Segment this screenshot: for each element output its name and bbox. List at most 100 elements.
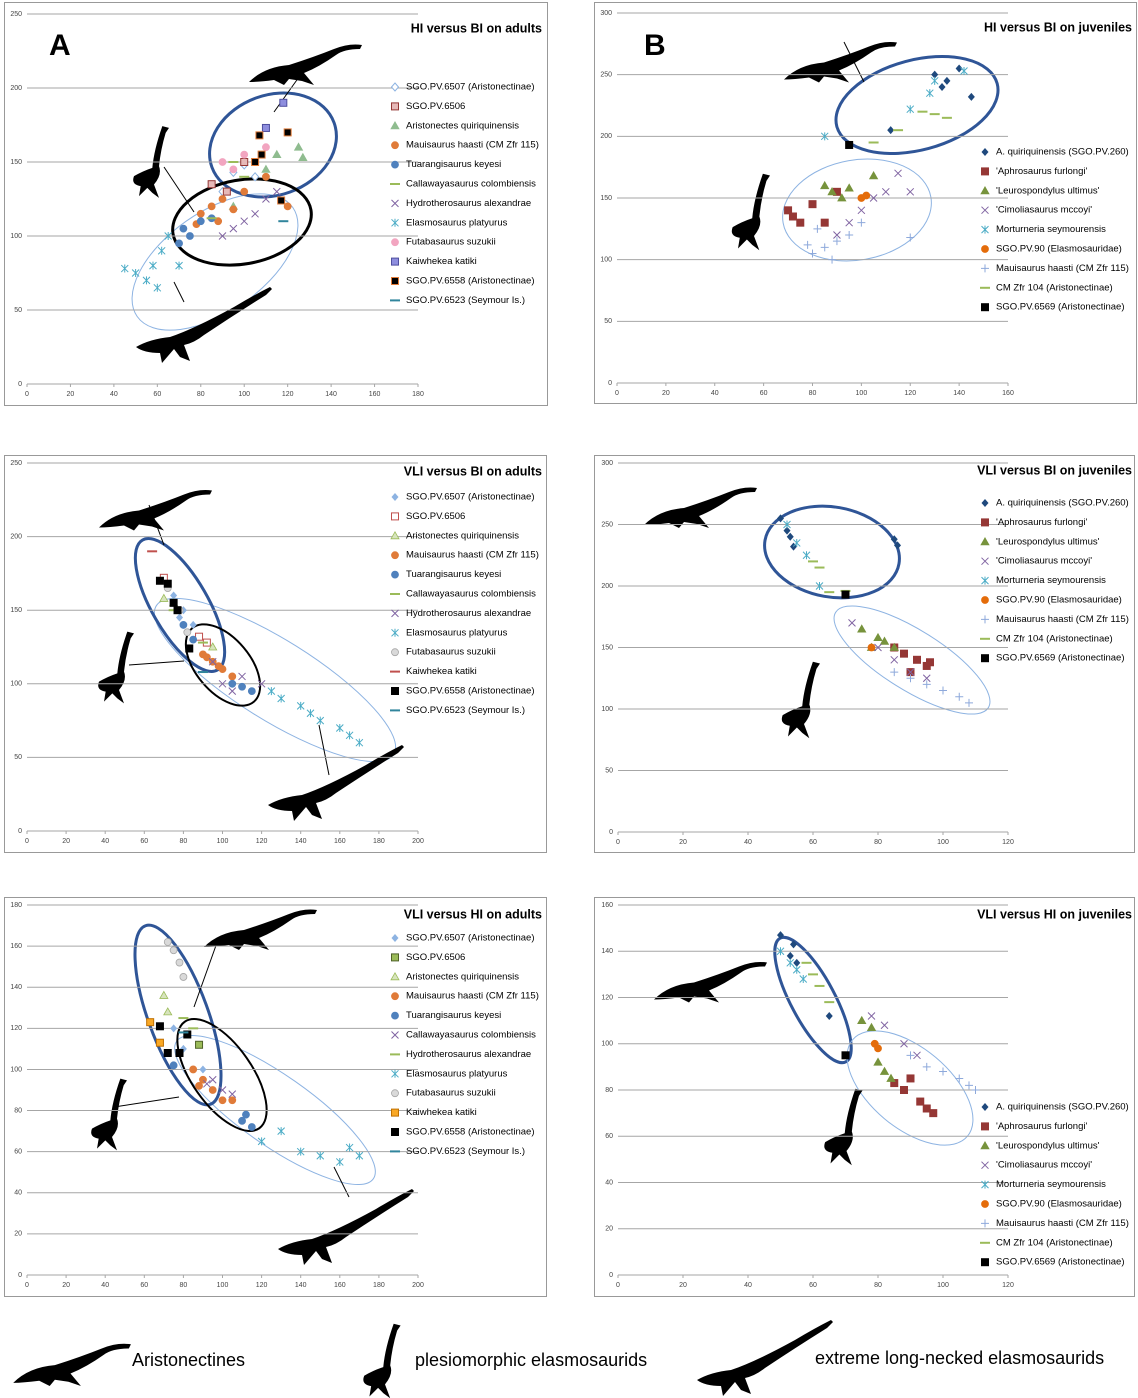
point bbox=[906, 674, 915, 683]
point bbox=[820, 243, 829, 252]
y-tick-label: 100 bbox=[10, 1066, 22, 1073]
point bbox=[869, 194, 878, 202]
y-tick-label: 50 bbox=[14, 307, 22, 314]
x-tick-label: 40 bbox=[744, 1282, 752, 1289]
x-tick-label: 120 bbox=[256, 838, 268, 845]
legend-label: Kaiwhekea katiki bbox=[406, 1107, 477, 1118]
point bbox=[906, 1074, 915, 1083]
legend-marker bbox=[391, 551, 399, 560]
legend-label: Hydrotherosaurus alexandrae bbox=[406, 608, 531, 619]
y-tick-label: 60 bbox=[605, 1133, 613, 1140]
chart-title: HI versus BI on adults bbox=[411, 21, 542, 35]
point bbox=[862, 191, 871, 200]
silhouette bbox=[824, 1088, 863, 1166]
x-tick-label: 180 bbox=[373, 838, 385, 845]
y-tick-label: 200 bbox=[10, 533, 22, 540]
point bbox=[820, 132, 829, 141]
legend-marker bbox=[391, 218, 399, 227]
point bbox=[900, 1039, 908, 1048]
panel: A 0 50 100 150 200 250 0 20 40 60 80 100 120 140 160 18… bbox=[4, 2, 548, 406]
ellipse bbox=[131, 193, 299, 331]
y-tick-label: 40 bbox=[14, 1190, 22, 1197]
legend-label: Mauisaurus haasti (CM Zfr 115) bbox=[406, 550, 539, 561]
point bbox=[886, 1073, 896, 1082]
legend-label: 'Aphrosaurus furlongi' bbox=[996, 1121, 1087, 1132]
point bbox=[183, 1030, 192, 1039]
point bbox=[306, 709, 315, 718]
ellipse bbox=[133, 537, 227, 673]
point bbox=[250, 172, 260, 182]
y-tick-label: 200 bbox=[601, 583, 613, 590]
silhouette bbox=[204, 909, 317, 950]
point bbox=[808, 200, 817, 209]
point bbox=[228, 1090, 237, 1098]
point bbox=[149, 261, 157, 270]
legend-marker bbox=[981, 206, 989, 215]
x-tick-label: 80 bbox=[809, 390, 817, 397]
legend-label: SGO.PV.6506 bbox=[406, 511, 465, 522]
point bbox=[296, 1147, 305, 1156]
point bbox=[169, 598, 178, 607]
silhouette bbox=[363, 1323, 401, 1398]
legend-label: Morturneria seymourensis bbox=[996, 224, 1106, 235]
legend-label: Tuarangisaurus keyesi bbox=[406, 1010, 501, 1021]
y-tick-label: 50 bbox=[605, 767, 613, 774]
legend-marker bbox=[981, 557, 989, 566]
point bbox=[175, 261, 183, 270]
x-tick-label: 80 bbox=[874, 1282, 882, 1289]
legend-marker bbox=[981, 1200, 989, 1208]
legend-label: Callawayasaurus colombiensis bbox=[406, 179, 536, 190]
legend-label: 'Leurospondylus ultimus' bbox=[996, 185, 1100, 196]
y-tick-label: 180 bbox=[10, 902, 22, 909]
legend-marker bbox=[981, 499, 989, 507]
point bbox=[786, 532, 794, 541]
x-tick-label: 60 bbox=[760, 390, 768, 397]
point bbox=[199, 1065, 207, 1074]
point bbox=[169, 1061, 178, 1070]
point bbox=[841, 590, 850, 599]
point bbox=[906, 668, 915, 676]
y-tick-label: 140 bbox=[601, 948, 613, 955]
point bbox=[175, 1049, 184, 1057]
leader-line bbox=[128, 660, 185, 666]
x-tick-label: 0 bbox=[616, 1282, 620, 1289]
point bbox=[214, 217, 223, 226]
point bbox=[890, 535, 898, 544]
point bbox=[214, 662, 223, 671]
ellipse bbox=[208, 91, 338, 199]
x-tick-label: 40 bbox=[744, 839, 752, 846]
point bbox=[844, 183, 854, 192]
y-tick-label: 250 bbox=[601, 521, 613, 528]
chart-title: VLI versus BI on adults bbox=[404, 464, 542, 478]
y-tick-label: 300 bbox=[600, 10, 612, 17]
panel-border bbox=[594, 2, 1137, 404]
x-tick-label: 80 bbox=[180, 1282, 188, 1289]
point bbox=[228, 672, 237, 681]
silhouette bbox=[99, 490, 212, 531]
legend-label: 'Cimoliasaurus mccoyi' bbox=[996, 205, 1092, 216]
legend-label: Tuarangisaurus keyesi bbox=[406, 569, 501, 580]
silhouette bbox=[91, 1078, 127, 1151]
legend-marker bbox=[981, 1180, 989, 1189]
point bbox=[790, 940, 797, 949]
legend-marker bbox=[391, 102, 399, 111]
legend-marker bbox=[391, 257, 399, 266]
x-tick-label: 20 bbox=[679, 1282, 687, 1289]
silhouette-legend-label: plesiomorphic elasmosaurids bbox=[415, 1350, 648, 1370]
y-tick-label: 40 bbox=[605, 1179, 613, 1186]
point bbox=[228, 687, 237, 696]
x-tick-label: 140 bbox=[953, 390, 965, 397]
legend-label: SGO.PV.6506 bbox=[406, 101, 465, 112]
legend-marker bbox=[980, 185, 990, 195]
x-tick-label: 40 bbox=[110, 391, 118, 398]
point bbox=[783, 526, 791, 535]
x-tick-label: 180 bbox=[412, 391, 424, 398]
point bbox=[345, 731, 354, 740]
point bbox=[316, 1151, 325, 1160]
silhouette bbox=[644, 487, 757, 528]
legend-label: Aristonectes quiriquinensis bbox=[406, 120, 519, 131]
ellipse bbox=[833, 605, 991, 715]
point bbox=[175, 239, 183, 248]
legend-marker bbox=[391, 199, 399, 208]
x-tick-label: 0 bbox=[615, 390, 619, 397]
